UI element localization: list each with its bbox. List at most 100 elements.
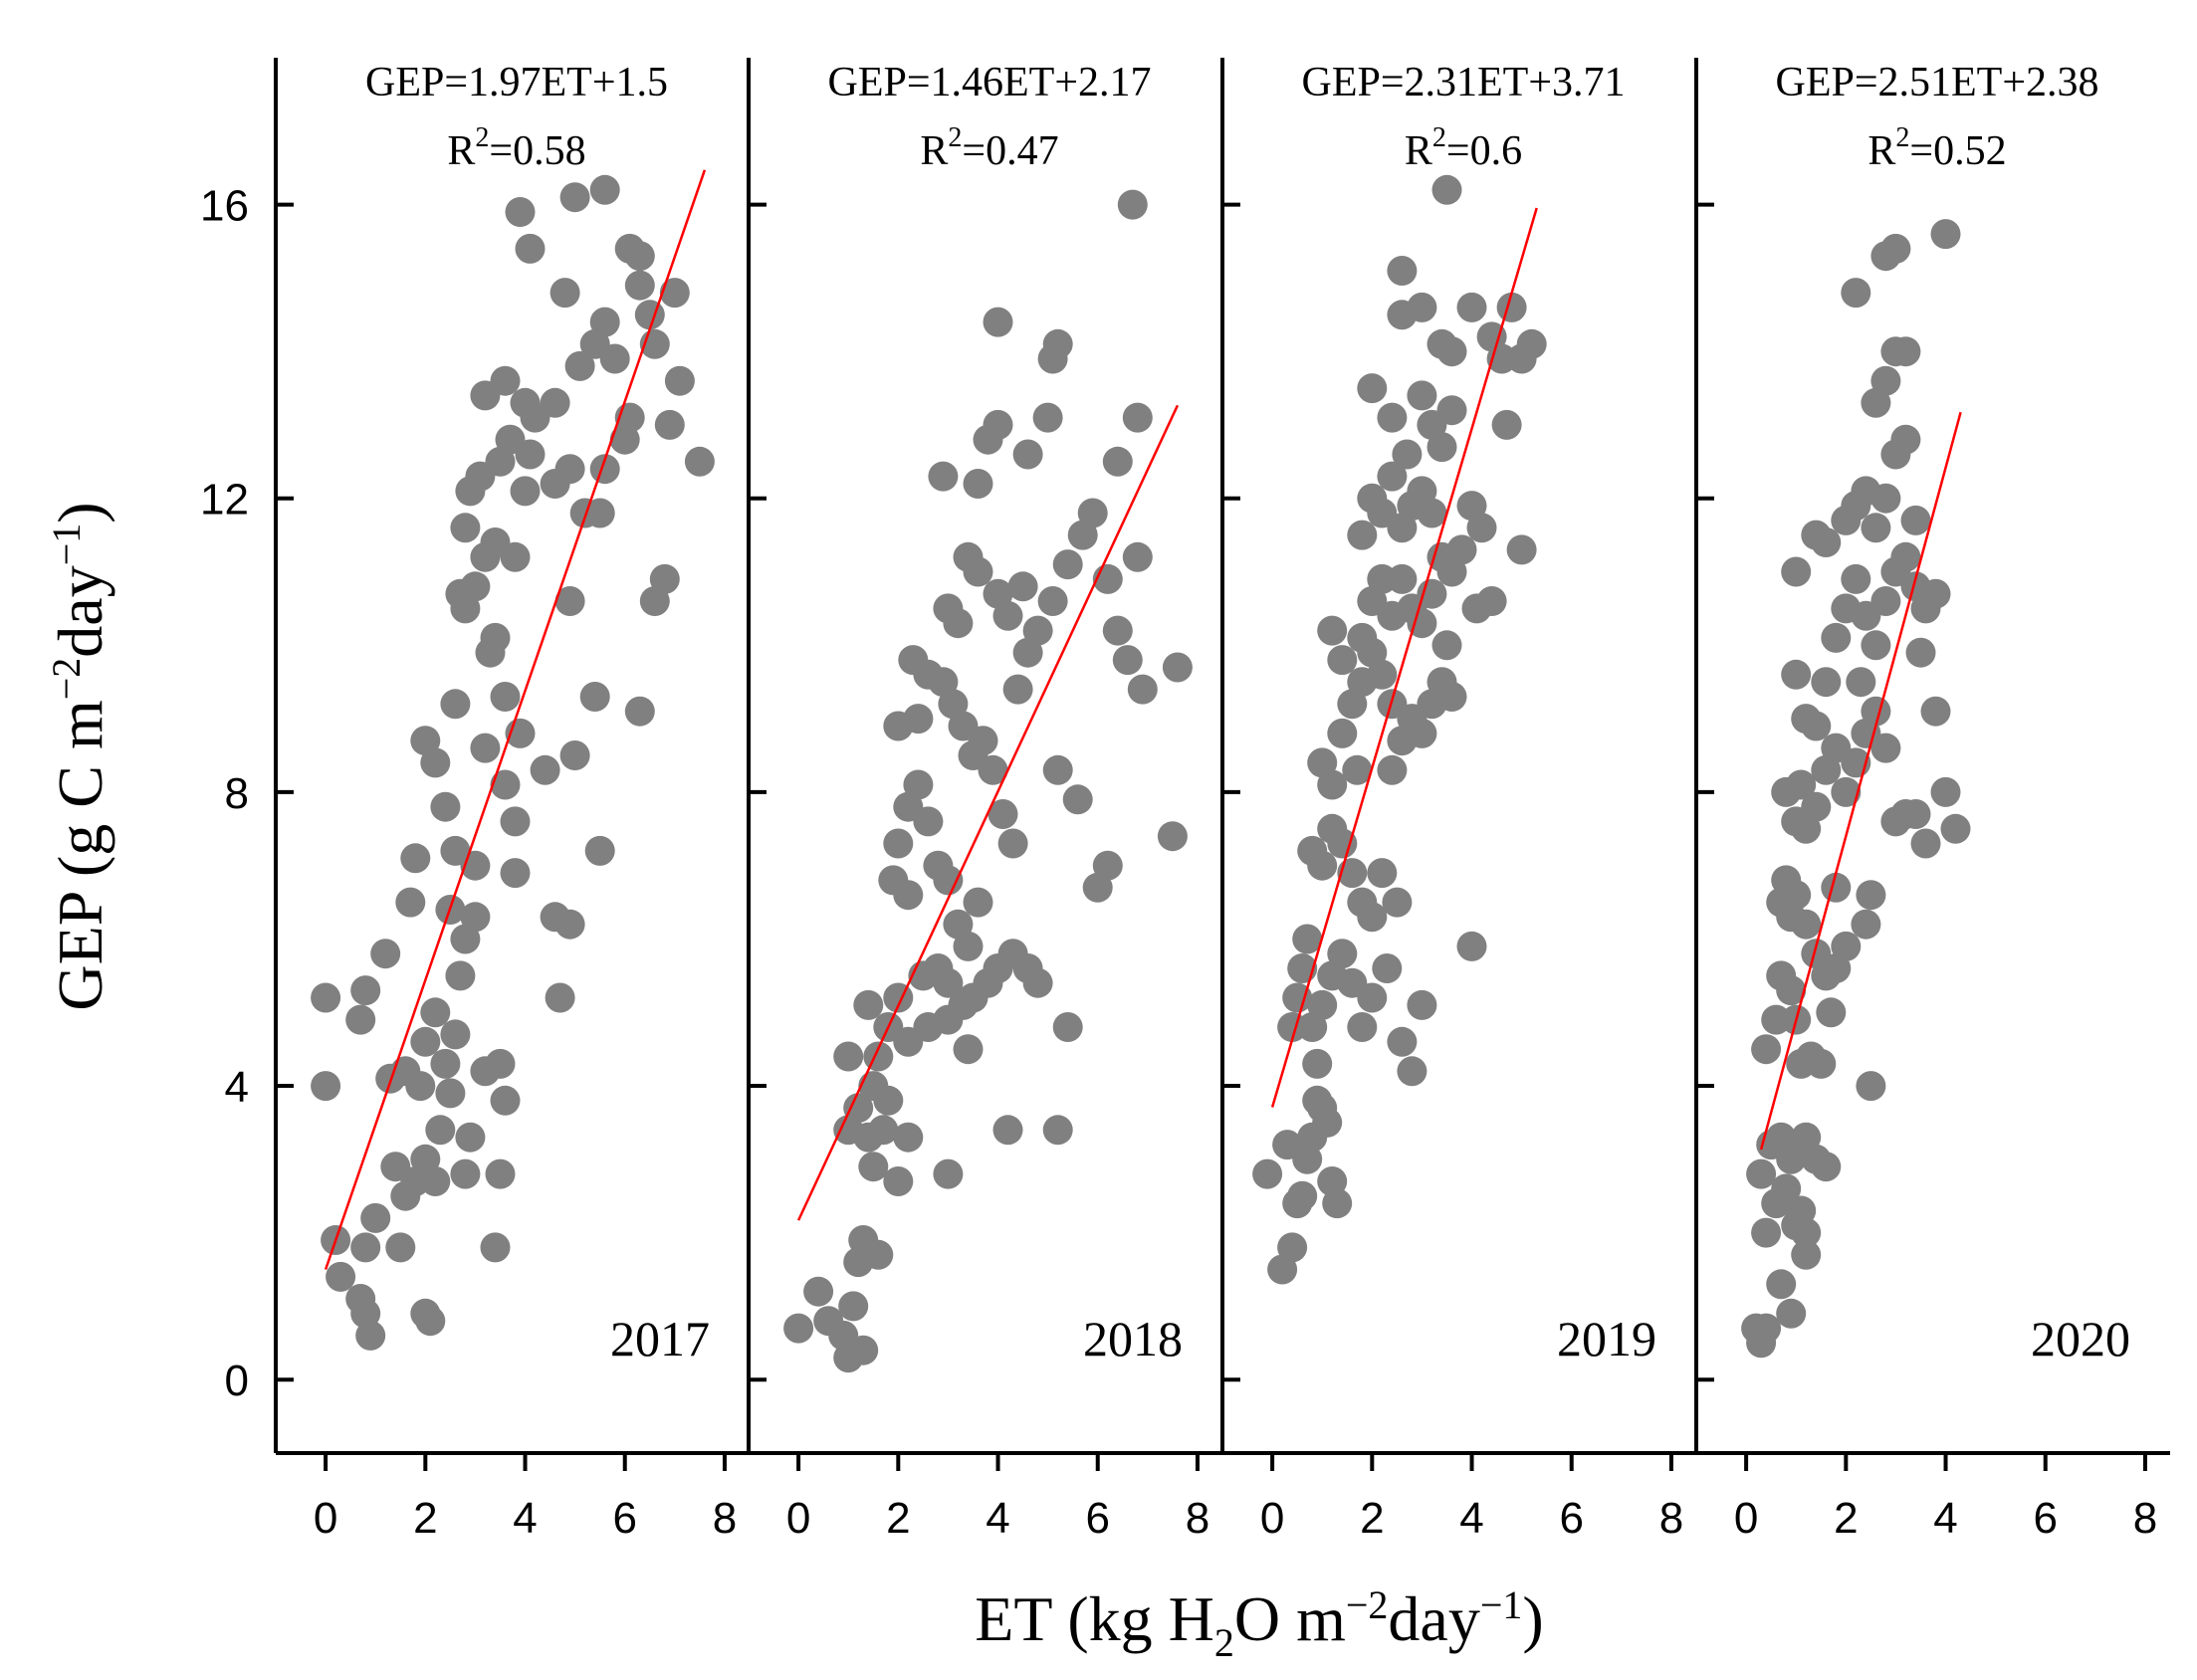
- year-label: 2019: [1557, 1311, 1656, 1366]
- data-point: [1436, 395, 1467, 426]
- data-point: [634, 300, 665, 330]
- data-point: [1905, 637, 1936, 668]
- data-point: [589, 454, 620, 485]
- data-point: [1327, 828, 1358, 859]
- data-point: [1816, 997, 1847, 1028]
- data-point: [1282, 982, 1313, 1013]
- x-tick-label-6: 6: [1085, 1494, 1109, 1543]
- data-point: [1377, 461, 1408, 492]
- data-point: [1092, 850, 1123, 881]
- data-point: [1122, 402, 1153, 433]
- data-point: [589, 307, 620, 337]
- data-point: [1407, 292, 1437, 322]
- data-point: [430, 1048, 461, 1079]
- data-point: [1382, 887, 1413, 918]
- data-point: [863, 1239, 894, 1270]
- x-tick-label-8: 8: [2133, 1494, 2157, 1543]
- data-point: [1930, 219, 1961, 250]
- regression-equation: GEP=2.51ET+2.38: [1775, 60, 2098, 105]
- y-tick-label-8: 8: [225, 769, 249, 818]
- x-axis-title: ET (kg H2O m−2day−1): [975, 1582, 1543, 1665]
- data-point: [1831, 776, 1862, 807]
- data-point: [992, 600, 1023, 631]
- data-point: [1417, 498, 1447, 528]
- x-tick-label-0: 0: [314, 1494, 337, 1543]
- data-point: [1781, 556, 1812, 587]
- y-tick-label-16: 16: [200, 182, 249, 231]
- data-point: [1791, 1217, 1822, 1248]
- panels-layer: 0 2 4 6 8 GEP=1.97ET+1.5 R2=0.58 2017 0 2 4 6 8 GEP=1…: [311, 60, 2157, 1543]
- regression-line: [796, 404, 1180, 1221]
- data-point: [485, 1158, 516, 1189]
- y-tick-label-12: 12: [200, 476, 249, 525]
- data-point: [500, 858, 531, 889]
- data-point: [1407, 718, 1437, 748]
- data-point: [1506, 534, 1537, 565]
- data-point: [1307, 850, 1338, 881]
- regression-equation: GEP=2.31ET+3.71: [1301, 60, 1625, 105]
- x-tick-label-6: 6: [1559, 1494, 1583, 1543]
- panel-2018: 0 2 4 6 8 GEP=1.46ET+2.17 R2=0.47 2018: [783, 60, 1209, 1543]
- data-point: [1491, 409, 1522, 440]
- data-point: [485, 1048, 516, 1079]
- data-point: [843, 1093, 874, 1124]
- data-point: [1940, 813, 1971, 844]
- data-point: [1052, 1012, 1083, 1042]
- data-point: [564, 350, 595, 381]
- data-point: [559, 182, 590, 213]
- x-tick-label-2: 2: [886, 1494, 910, 1543]
- data-point: [1052, 549, 1083, 580]
- data-point: [624, 241, 655, 272]
- data-point: [1062, 784, 1093, 815]
- data-point: [1870, 365, 1901, 396]
- data-point: [983, 307, 1013, 337]
- data-point: [1920, 696, 1951, 727]
- data-point: [1407, 989, 1437, 1020]
- year-label: 2017: [610, 1311, 710, 1366]
- data-point: [1890, 541, 1921, 572]
- data-point: [490, 365, 521, 396]
- data-point: [1127, 674, 1158, 705]
- data-point: [1012, 439, 1043, 470]
- r-squared-label: R2=0.6: [1405, 122, 1522, 174]
- data-point: [1042, 754, 1073, 785]
- x-tick-label-6: 6: [612, 1494, 636, 1543]
- data-point: [1910, 828, 1941, 859]
- data-point: [1831, 931, 1862, 961]
- x-tick-label-2: 2: [1360, 1494, 1384, 1543]
- data-point: [1870, 733, 1901, 763]
- data-point: [893, 1122, 924, 1153]
- data-point: [470, 733, 501, 763]
- year-label: 2020: [2031, 1311, 2130, 1366]
- data-point: [540, 387, 570, 418]
- data-point: [933, 967, 964, 998]
- x-tick-label-8: 8: [1659, 1494, 1683, 1543]
- data-point: [490, 1085, 521, 1116]
- data-point: [1890, 336, 1921, 367]
- data-point: [1112, 645, 1143, 676]
- data-point: [1900, 505, 1931, 535]
- data-point: [1287, 1180, 1318, 1211]
- data-point: [559, 740, 590, 770]
- data-point: [360, 1202, 391, 1233]
- data-point: [505, 197, 536, 227]
- x-tick-label-2: 2: [1834, 1494, 1858, 1543]
- data-point: [978, 754, 1008, 785]
- r-squared-label: R2=0.47: [920, 122, 1058, 174]
- data-point: [370, 939, 401, 969]
- data-point: [953, 1034, 984, 1065]
- data-point: [838, 1291, 869, 1322]
- data-point: [1920, 578, 1951, 609]
- data-point: [1801, 711, 1832, 741]
- data-point: [385, 1232, 416, 1263]
- data-point: [1037, 586, 1068, 616]
- data-point: [350, 1232, 381, 1263]
- data-point: [500, 806, 531, 837]
- data-point: [1456, 292, 1487, 322]
- data-point: [1407, 380, 1437, 411]
- y-axis-title: GEP (g C m−2day−1): [44, 502, 115, 1010]
- data-point: [460, 902, 491, 933]
- data-point: [1277, 1232, 1308, 1263]
- data-point: [584, 835, 615, 866]
- data-point: [1367, 858, 1398, 889]
